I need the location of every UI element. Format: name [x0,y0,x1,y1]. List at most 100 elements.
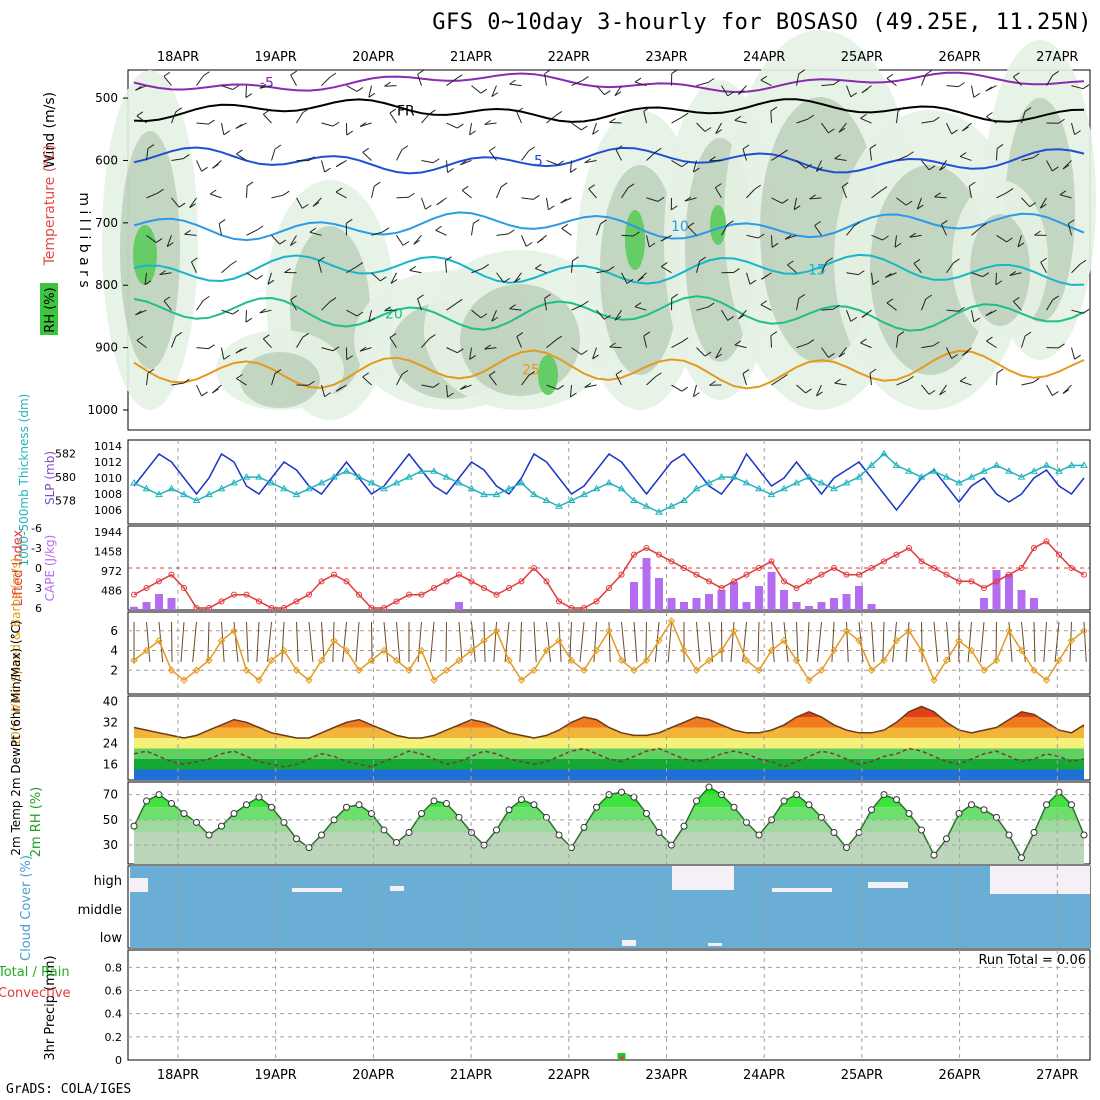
wind-barb [1071,347,1076,360]
wind-barb [816,391,823,397]
temperature-axis-label: Temperature (°C) [42,145,58,267]
wind-barb [473,219,480,224]
cape-bar [755,586,763,610]
cape-bar [805,606,813,610]
wind-speed-marker [792,656,801,665]
wind-speed-marker [192,666,201,674]
wind-barb [509,83,522,87]
wind-barb [544,298,547,311]
wind-barb [271,373,276,386]
wind-barb [646,235,650,248]
wind-barb [962,351,969,356]
wind-barb [456,74,463,80]
wind-barb [329,72,337,78]
wind-barb [396,235,404,246]
li-marker [243,591,250,598]
wind-speed-marker [717,646,726,655]
cape-tick-label: 972 [101,565,122,578]
wind-barb [781,149,788,155]
wind-barb [159,270,166,276]
thickness-marker [917,473,926,480]
wind-speed-marker [267,656,276,665]
surface-wind-barb [471,621,476,663]
wind-barb [321,160,326,173]
thickness-marker [567,496,576,503]
surface-wind-barb [396,621,401,663]
wind-barb [696,82,709,87]
li-marker [256,598,262,605]
wind-barb [491,309,497,322]
wind-barb [861,88,869,94]
wind-barb [971,272,984,278]
slp-tick-label: 1012 [94,456,122,469]
slp-axis-label: SLP (mb) [43,451,57,505]
wind-barb [596,309,605,320]
wind-barb [544,73,547,86]
temp-band [134,759,1084,770]
li-marker [268,605,275,611]
rh-marker [755,831,763,839]
wind-barb [634,302,642,308]
wind-barb [771,235,773,248]
thickness-marker [1067,461,1076,468]
wind-barb [796,160,806,169]
li-marker [418,591,425,598]
wind-barb [521,197,534,200]
wind-barb [309,231,322,236]
wind-tick-label: 6 [110,624,118,638]
wind-barb [289,235,297,246]
wind-barb [396,196,409,199]
wind-speed-marker [642,656,651,665]
li-marker [1056,551,1062,558]
wind-barb [1062,389,1070,394]
wind-barb [359,122,367,127]
wind-speed-marker [780,636,788,645]
wind-barb [356,311,364,317]
isotherm-line [133,98,1085,123]
wind-barb [362,151,372,161]
wind-barb [321,301,331,311]
dewpoint-line [133,747,1085,768]
wind-speed-marker [680,646,688,655]
surface-wind-barb [882,621,885,663]
isotherm-label: 10 [671,219,689,235]
wind-barb [953,258,960,264]
cape-bar [767,572,776,610]
thickness-marker [742,478,751,486]
rh-marker [443,799,450,807]
rh-marker [355,801,363,809]
wind-speed-marker [155,636,163,645]
thickness-marker [605,478,613,486]
wind-barb [262,338,272,348]
wind-barb [681,337,689,343]
wind-barb [869,144,877,149]
run-total-label: Run Total = 0.06 [978,953,1086,968]
wind-barb [962,126,969,132]
wind-barb [838,352,846,358]
wind-speed-marker [417,646,426,655]
thickness-marker [1042,461,1051,468]
wind-speed-marker [430,676,438,684]
wind-barb [312,201,320,207]
bottom-date-label: 21APR [450,1068,492,1083]
li-tick-label: 3 [35,582,42,595]
wind-barb [371,272,381,282]
wind-barb [533,194,540,200]
surface-wind-barb [429,621,435,663]
thickness-marker [417,467,426,474]
wind-barb [814,225,822,236]
wind-barb [560,198,567,204]
wind-barb [135,85,142,91]
wind-barb [1039,197,1047,209]
wind-barb [401,369,409,375]
li-marker [443,578,450,585]
wind-barb [1082,84,1090,90]
li-marker [856,571,862,578]
wind-barb [671,205,678,211]
li-marker [406,591,412,598]
thickness-marker [855,473,863,480]
rh-marker [643,810,650,818]
wind-barb [163,296,171,302]
wind-barb [721,224,728,236]
wind-barb [671,69,678,75]
